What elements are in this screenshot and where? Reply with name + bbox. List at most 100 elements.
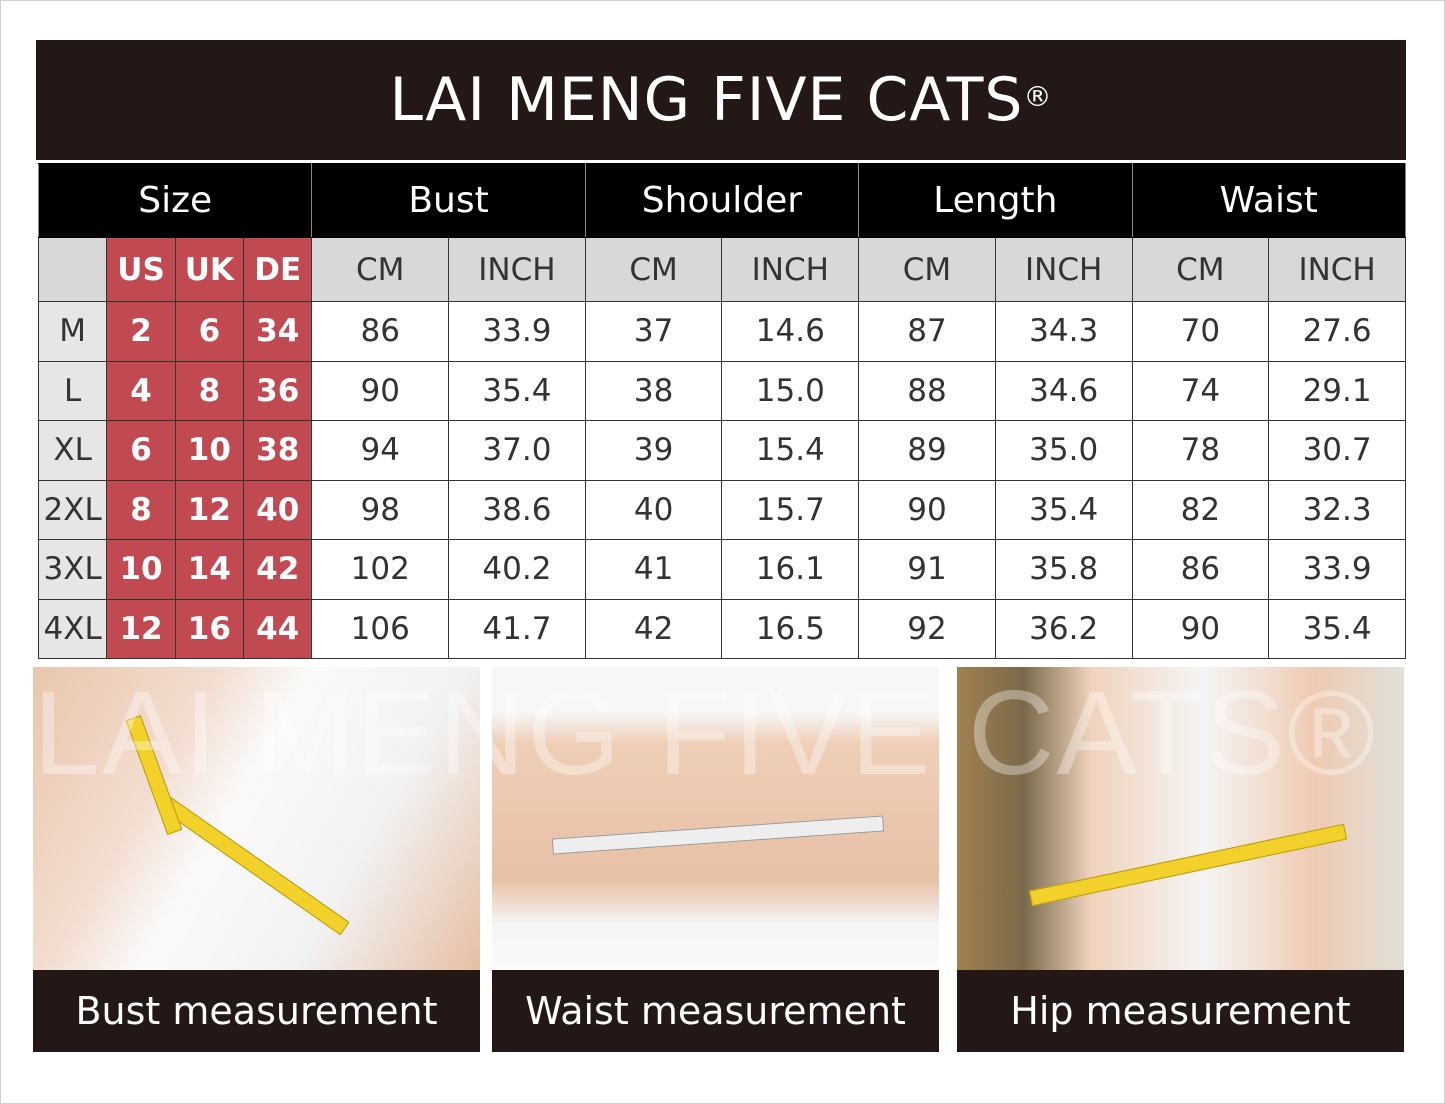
table-cell: 74 — [1131, 360, 1270, 421]
size-label-cell: 4XL — [37, 598, 108, 659]
table-cell: 33.9 — [448, 301, 586, 362]
table-cell: 14 — [174, 539, 245, 600]
subheader-unit: CM — [584, 237, 723, 302]
table-cell: 34.3 — [994, 301, 1133, 362]
table-cell: 12 — [174, 479, 245, 540]
bust-photo-panel: Bust measurement — [33, 667, 480, 1052]
table-cell: 35.4 — [1268, 598, 1406, 659]
group-header-size: Size — [37, 163, 313, 238]
subheader-row: US UK DE CM INCH CM INCH CM INCH CM INCH — [37, 237, 1406, 302]
table-cell: 41 — [584, 539, 723, 600]
table-cell: 10 — [174, 420, 245, 481]
table-cell: 16.5 — [721, 598, 860, 659]
size-label-cell: 2XL — [37, 479, 108, 540]
table-row: XL 6 10 38 94 37.0 39 15.4 89 35.0 78 30.7 — [37, 420, 1406, 481]
table-cell: 32.3 — [1268, 479, 1406, 540]
subheader-unit: INCH — [448, 237, 586, 302]
table-row: 4XL 12 16 44 106 41.7 42 16.5 92 36.2 90 35.4 — [37, 598, 1406, 659]
group-header-shoulder: Shoulder — [584, 163, 860, 238]
table-cell: 6 — [174, 301, 245, 362]
table-cell: 89 — [858, 420, 996, 481]
table-cell: 35.8 — [994, 539, 1133, 600]
size-label-cell: M — [37, 301, 108, 362]
subheader-size-3: DE — [243, 237, 313, 302]
subheader-size-blank — [37, 237, 108, 302]
table-cell: 88 — [858, 360, 996, 421]
table-cell: 2 — [106, 301, 176, 362]
size-chart-table: Size Bust Shoulder Length Waist US UK DE CM… — [37, 163, 1406, 659]
subheader-unit: INCH — [721, 237, 860, 302]
table-cell: 36 — [243, 360, 313, 421]
table-cell: 90 — [1131, 598, 1270, 659]
table-cell: 27.6 — [1268, 301, 1406, 362]
table-cell: 35.4 — [994, 479, 1133, 540]
table-cell: 86 — [311, 301, 450, 362]
table-cell: 87 — [858, 301, 996, 362]
table-cell: 8 — [174, 360, 245, 421]
table-cell: 36.2 — [994, 598, 1133, 659]
table-cell: 78 — [1131, 420, 1270, 481]
table-cell: 38.6 — [448, 479, 586, 540]
table-cell: 34.6 — [994, 360, 1133, 421]
table-cell: 38 — [243, 420, 313, 481]
table-cell: 42 — [243, 539, 313, 600]
bust-measurement-image — [33, 667, 480, 970]
table-cell: 8 — [106, 479, 176, 540]
table-cell: 40.2 — [448, 539, 586, 600]
table-cell: 40 — [243, 479, 313, 540]
subheader-size-2: UK — [174, 237, 245, 302]
table-cell: 4 — [106, 360, 176, 421]
subheader-unit: INCH — [1268, 237, 1406, 302]
table-row: M 2 6 34 86 33.9 37 14.6 87 34.3 70 27.6 — [37, 301, 1406, 362]
subheader-unit: CM — [858, 237, 996, 302]
table-cell: 90 — [311, 360, 450, 421]
table-cell: 16 — [174, 598, 245, 659]
table-cell: 41.7 — [448, 598, 586, 659]
table-cell: 37.0 — [448, 420, 586, 481]
table-cell: 90 — [858, 479, 996, 540]
waist-measurement-image — [492, 667, 939, 970]
size-label-cell: XL — [37, 420, 108, 481]
table-cell: 15.7 — [721, 479, 860, 540]
group-header-bust: Bust — [311, 163, 586, 238]
table-cell: 15.4 — [721, 420, 860, 481]
registered-mark: ® — [1023, 79, 1053, 113]
table-cell: 30.7 — [1268, 420, 1406, 481]
table-cell: 10 — [106, 539, 176, 600]
waist-caption: Waist measurement — [492, 970, 939, 1052]
brand-title: LAI MENG FIVE CATS ® — [36, 40, 1406, 160]
hip-photo-panel: Hip measurement — [957, 667, 1404, 1052]
table-cell: 16.1 — [721, 539, 860, 600]
table-cell: 35.4 — [448, 360, 586, 421]
table-cell: 102 — [311, 539, 450, 600]
table-cell: 39 — [584, 420, 723, 481]
table-cell: 91 — [858, 539, 996, 600]
watermark: LAI MENG FIVE CATS® — [33, 666, 1378, 800]
table-cell: 94 — [311, 420, 450, 481]
hip-measurement-image — [957, 667, 1404, 970]
table-cell: 42 — [584, 598, 723, 659]
bust-caption: Bust measurement — [33, 970, 480, 1052]
table-cell: 34 — [243, 301, 313, 362]
subheader-size-1: US — [106, 237, 176, 302]
subheader-unit: INCH — [994, 237, 1133, 302]
table-cell: 86 — [1131, 539, 1270, 600]
size-label-cell: L — [37, 360, 108, 421]
table-cell: 82 — [1131, 479, 1270, 540]
table-row: 3XL 10 14 42 102 40.2 41 16.1 91 35.8 86 33.9 — [37, 539, 1406, 600]
table-row: 2XL 8 12 40 98 38.6 40 15.7 90 35.4 82 32.3 — [37, 479, 1406, 540]
group-header-waist: Waist — [1131, 163, 1406, 238]
table-cell: 106 — [311, 598, 450, 659]
waist-photo-panel: Waist measurement — [492, 667, 939, 1052]
table-cell: 44 — [243, 598, 313, 659]
subheader-unit: CM — [311, 237, 450, 302]
table-cell: 38 — [584, 360, 723, 421]
table-cell: 6 — [106, 420, 176, 481]
size-label-cell: 3XL — [37, 539, 108, 600]
table-cell: 92 — [858, 598, 996, 659]
brand-name: LAI MENG FIVE CATS — [389, 65, 1024, 135]
table-cell: 37 — [584, 301, 723, 362]
table-cell: 14.6 — [721, 301, 860, 362]
table-row: L 4 8 36 90 35.4 38 15.0 88 34.6 74 29.1 — [37, 360, 1406, 421]
table-cell: 70 — [1131, 301, 1270, 362]
